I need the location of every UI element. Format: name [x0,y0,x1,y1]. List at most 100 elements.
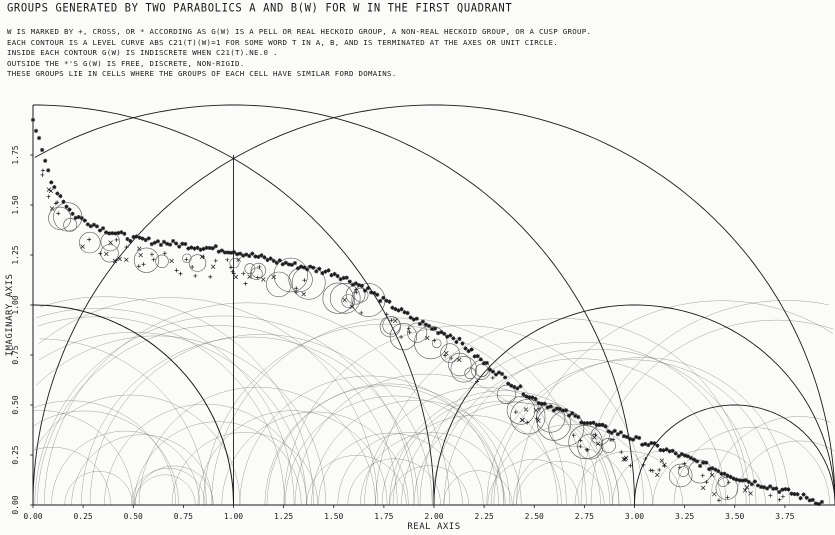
cusp-star-mark [697,463,703,469]
contour-curve [33,400,176,506]
x-tick-label: 3.50 [725,512,744,521]
contour-curve [203,323,567,506]
cusp-star-mark [588,421,593,426]
cusp-star-mark [189,245,194,250]
cusp-star-mark [518,384,523,389]
cusp-star-mark [262,255,267,260]
cusp-star-mark [533,396,538,402]
cusp-star-mark [207,245,212,251]
plus-mark [149,252,154,257]
cusp-star-mark [490,369,496,374]
cusp-star-mark [597,422,602,427]
contour-curve [134,474,196,505]
plus-mark [151,257,156,262]
cusp-star-mark [375,292,380,297]
cusp-star-mark [119,230,124,235]
cusp-star-mark [219,248,224,253]
contour-circle [250,262,266,279]
plus-mark [648,468,653,473]
cusp-star-mark [152,240,157,245]
plus-mark [55,200,60,205]
cusp-star-mark [448,333,453,338]
cusp-star-mark [746,479,751,484]
contour-curve [311,400,522,506]
cross-mark [592,434,597,440]
cross-mark [662,462,667,468]
cusp-star-mark [253,254,258,259]
cusp-star-mark [789,491,794,496]
cusp-star-mark [542,401,547,406]
cross-mark [210,264,216,270]
cusp-star-mark [362,288,368,293]
cusp-star-mark [570,411,575,416]
cusp-star-mark [573,413,578,419]
cross-mark [700,485,706,491]
cusp-star-mark [426,323,432,329]
cusp-star-mark [161,239,167,244]
cusp-star-mark [661,448,666,453]
outer-arc-layer [32,104,835,505]
cross-mark [301,291,306,297]
cusp-star-mark [506,381,511,386]
cross-mark [49,206,55,211]
contour-curve [381,415,562,506]
cusp-star-mark [585,421,590,426]
cusp-star-mark [359,283,365,288]
cusp-star-mark [225,250,231,255]
plus-mark [40,172,45,177]
cusp-star-mark [390,305,395,310]
cusp-star-mark [691,457,697,462]
contour-curve [493,357,790,506]
cusp-star-mark [332,271,337,277]
plus-mark [780,494,785,499]
plus-mark [208,274,213,279]
x-tick-label: 2.25 [474,512,493,521]
unit-circle-arc [33,304,234,505]
cusp-star-mark [515,386,520,391]
cusp-star-mark [457,336,462,341]
cusp-star-mark [658,447,663,453]
cusp-star-mark [110,231,115,236]
description-line: OUTSIDE THE *'S G(W) IS FREE, DISCRETE, … [7,58,245,68]
cusp-star-mark [335,273,340,279]
cusp-star-mark [85,222,90,227]
cusp-star-mark [268,256,273,261]
contour-circle [688,459,712,484]
cusp-star-mark [743,478,748,483]
cusp-star-mark [177,244,182,249]
plus-mark [141,262,146,267]
cusp-star-mark [174,241,179,246]
contour-curve [131,468,206,506]
plus-mark [399,334,404,339]
cusp-star-mark [451,336,456,341]
cusp-star-mark [195,245,200,250]
cusp-star-mark [298,264,304,269]
contour-circle [63,217,78,232]
cusp-star-mark [478,357,483,362]
cusp-star-mark [530,395,535,400]
cross-mark [48,188,54,194]
cusp-star-mark [274,260,279,265]
y-tick-label: 0.75 [11,345,20,364]
description-block: W IS MARKED BY +, CROSS, OR * ACCORDING … [7,27,591,80]
cusp-star-mark [423,322,429,327]
description-line: W IS MARKED BY +, CROSS, OR * ACCORDING … [7,27,592,36]
contour-circle [506,396,536,425]
cusp-star-mark [271,258,276,263]
cross-mark [742,488,748,493]
plus-mark [294,290,299,295]
cusp-star-mark [210,246,215,251]
cusp-star-mark [46,168,51,173]
cross-mark [349,304,355,310]
cusp-star-mark [521,392,526,397]
contour-circle [464,367,477,380]
cusp-star-mark [548,404,553,409]
cusp-star-mark [146,236,151,241]
contour-circle [229,258,240,269]
cusp-star-mark [594,422,599,427]
plus-mark [174,268,179,273]
contour-circle [273,257,308,293]
cusp-star-mark [694,459,700,464]
y-tick-label: 1.50 [11,195,20,214]
plus-mark [201,254,206,259]
